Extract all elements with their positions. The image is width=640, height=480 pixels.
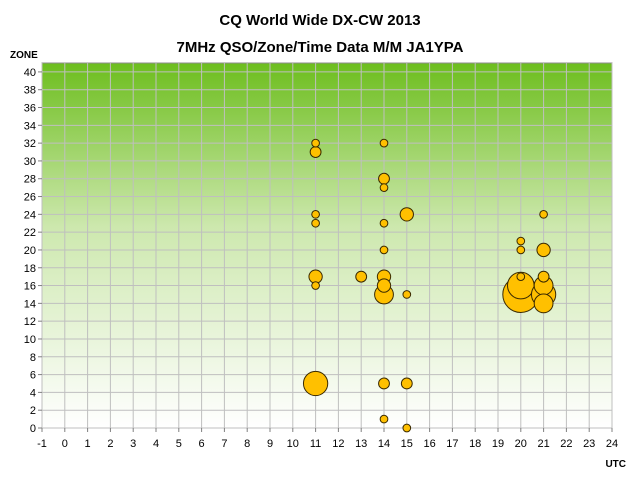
- x-axis-label: UTC: [605, 459, 626, 470]
- y-tick-label: 38: [24, 85, 36, 97]
- data-bubble: [379, 245, 389, 255]
- y-tick-label: 30: [24, 156, 36, 168]
- y-axis-label: ZONE: [10, 50, 38, 61]
- y-tick-label: 10: [24, 334, 36, 346]
- data-bubble: [379, 218, 389, 228]
- y-tick-label: 36: [24, 103, 36, 115]
- bubbles: [302, 138, 557, 433]
- y-tick-label: 22: [24, 227, 36, 239]
- data-bubble: [399, 207, 414, 222]
- chart-title: CQ World Wide DX-CW 2013: [219, 12, 420, 29]
- x-tick-label: 13: [355, 438, 367, 450]
- x-tick-label: 8: [244, 438, 250, 450]
- chart-subtitle: 7MHz QSO/Zone/Time Data M/M JA1YPA: [177, 39, 464, 56]
- x-tick-label: 15: [401, 438, 413, 450]
- x-tick-label: 21: [537, 438, 549, 450]
- y-tick-label: 32: [24, 138, 36, 150]
- y-tick-label: 4: [30, 387, 36, 399]
- data-bubble: [516, 272, 526, 281]
- gridlines: [41, 63, 613, 429]
- x-tick-label: 14: [378, 438, 390, 450]
- data-bubble: [537, 270, 550, 283]
- x-tick-label: 7: [221, 438, 227, 450]
- data-bubble: [379, 414, 389, 424]
- x-tick-label: 6: [199, 438, 205, 450]
- data-bubble: [516, 245, 526, 255]
- x-tick-label: 16: [423, 438, 435, 450]
- data-bubble: [533, 293, 554, 314]
- data-bubble: [379, 183, 389, 192]
- data-bubble: [311, 281, 320, 290]
- data-bubble: [400, 377, 413, 390]
- x-tick-label: 1: [85, 438, 91, 450]
- x-tick-label: 2: [107, 438, 113, 450]
- x-tick-label: 20: [515, 438, 527, 450]
- x-tick-label: 11: [310, 438, 321, 450]
- data-bubble: [311, 210, 320, 219]
- y-tick-label: 12: [24, 316, 36, 328]
- data-bubble: [309, 146, 322, 158]
- x-tick-label: 19: [492, 438, 504, 450]
- y-tick-label: 34: [24, 120, 36, 132]
- x-tick-label: 12: [332, 438, 344, 450]
- y-tick-label: 18: [24, 263, 36, 275]
- x-tick-label: 22: [560, 438, 572, 450]
- data-bubble: [378, 377, 390, 390]
- x-tick-labels: -1 0 1 2 3 4 5 6 7 8 9 10 11 12 13 14 15 16 17 18 19 20 21 22 23…: [37, 428, 618, 450]
- x-tick-label: 9: [267, 438, 273, 450]
- x-tick-label: 18: [469, 438, 481, 450]
- data-bubble: [536, 242, 551, 258]
- x-tick-label: 23: [583, 438, 595, 450]
- plot-area: [41, 62, 613, 429]
- data-bubble: [516, 236, 526, 246]
- data-bubble: [539, 210, 548, 219]
- data-bubble: [378, 172, 390, 185]
- x-tick-label: 17: [446, 438, 458, 450]
- data-bubble: [376, 278, 392, 293]
- x-tick-label: 0: [62, 438, 68, 450]
- x-tick-label: 4: [153, 438, 159, 450]
- y-tick-label: 24: [24, 209, 36, 221]
- data-bubble: [402, 423, 412, 433]
- y-tick-label: 14: [24, 298, 36, 310]
- data-bubble: [379, 138, 389, 148]
- x-tick-label: -1: [37, 438, 47, 450]
- y-tick-label: 6: [30, 370, 36, 382]
- data-bubble: [355, 270, 368, 283]
- x-tick-label: 5: [176, 438, 182, 450]
- x-tick-label: 3: [130, 438, 136, 450]
- y-tick-label: 26: [24, 192, 36, 204]
- y-tick-label: 20: [24, 245, 36, 257]
- y-tick-label: 0: [30, 423, 36, 435]
- y-tick-label: 2: [30, 405, 36, 417]
- data-bubble: [402, 290, 412, 299]
- x-tick-label: 24: [606, 438, 618, 450]
- y-tick-label: 40: [24, 67, 36, 79]
- data-bubble: [311, 138, 320, 148]
- y-tick-label: 16: [24, 281, 36, 293]
- x-tick-label: 10: [287, 438, 299, 450]
- y-tick-label: 28: [24, 174, 36, 186]
- data-bubble: [302, 370, 329, 397]
- y-tick-label: 8: [30, 352, 36, 364]
- data-bubble: [311, 218, 320, 228]
